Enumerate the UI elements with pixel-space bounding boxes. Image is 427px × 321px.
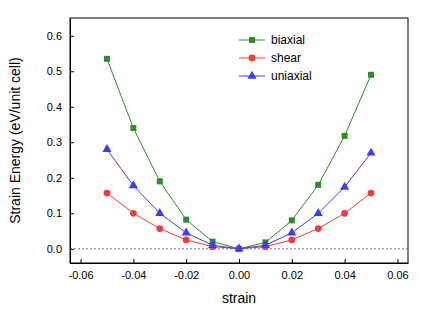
- legend-entry: uniaxial: [239, 69, 312, 83]
- y-tick-label: 0.5: [47, 65, 62, 77]
- y-tick-mark: [70, 71, 74, 72]
- legend-label: biaxial: [271, 33, 305, 47]
- series-line: [107, 149, 371, 248]
- legend-marker: [249, 37, 255, 43]
- series-line: [107, 59, 371, 249]
- data-point: [130, 125, 136, 131]
- x-tick-mark: [239, 259, 240, 263]
- data-point: [340, 182, 349, 190]
- x-tick-mark: [133, 259, 134, 263]
- data-point: [261, 240, 270, 248]
- plot-frame: [70, 18, 408, 263]
- legend-entry: shear: [239, 51, 301, 65]
- y-tick: 0.3: [47, 136, 74, 148]
- x-axis-title: strain: [222, 290, 256, 306]
- x-tick-label: 0.02: [282, 269, 303, 281]
- x-tick: 0.04: [334, 259, 355, 281]
- data-point: [129, 180, 138, 188]
- data-point: [315, 182, 321, 188]
- data-point: [130, 210, 137, 217]
- data-point: [183, 237, 190, 244]
- x-tick-label: 0.00: [229, 269, 250, 281]
- data-point: [287, 228, 296, 236]
- x-tick-mark: [81, 259, 82, 263]
- x-tick-label: -0.04: [121, 269, 146, 281]
- x-tick-label: 0.04: [334, 269, 355, 281]
- y-tick-label: 0.4: [47, 101, 62, 113]
- data-point: [315, 225, 322, 232]
- legend-label: shear: [271, 51, 301, 65]
- y-tick-label: 0.2: [47, 172, 62, 184]
- x-tick-label: -0.02: [174, 269, 199, 281]
- x-tick: -0.02: [174, 259, 199, 281]
- data-point: [104, 190, 111, 197]
- data-point: [183, 217, 189, 223]
- y-tick-label: 0.0: [47, 243, 62, 255]
- data-point: [102, 144, 111, 152]
- data-point: [157, 178, 163, 184]
- data-point: [368, 190, 375, 197]
- legend: biaxial shear uniaxial: [239, 33, 312, 83]
- data-point: [182, 228, 191, 236]
- data-point: [104, 56, 110, 62]
- y-tick: 0.5: [47, 65, 74, 77]
- data-point: [366, 148, 375, 156]
- data-point: [234, 244, 243, 252]
- y-axis-line: [70, 19, 71, 264]
- y-tick-mark: [70, 142, 74, 143]
- x-tick: -0.06: [69, 259, 94, 281]
- y-tick-mark: [70, 213, 74, 214]
- x-axis: -0.06 -0.04 -0.02 0.00 0.02 0.04 0.06: [69, 259, 409, 281]
- series-group: [102, 56, 375, 252]
- y-tick: 0.6: [47, 30, 74, 42]
- y-tick: 0.0: [47, 243, 74, 255]
- legend-label: uniaxial: [271, 69, 312, 83]
- x-tick-mark: [397, 259, 398, 263]
- data-point: [368, 72, 374, 78]
- x-tick-label: -0.06: [69, 269, 94, 281]
- plot: -0.06 -0.04 -0.02 0.00 0.02 0.04 0.06 0.0 0.1 0.2…: [47, 18, 409, 281]
- y-tick: 0.4: [47, 101, 74, 113]
- y-tick: 0.1: [47, 207, 74, 219]
- data-point: [156, 225, 163, 232]
- y-tick: 0.2: [47, 172, 74, 184]
- legend-marker: [249, 55, 256, 62]
- x-tick: 0.06: [387, 259, 408, 281]
- data-point: [342, 133, 348, 139]
- chart: -0.06 -0.04 -0.02 0.00 0.02 0.04 0.06 0.0 0.1 0.2…: [0, 0, 427, 321]
- data-point: [314, 208, 323, 216]
- x-tick: -0.04: [121, 259, 146, 281]
- series-line: [107, 193, 371, 249]
- y-tick-label: 0.6: [47, 30, 62, 42]
- x-tick: 0.00: [229, 259, 250, 281]
- data-point: [341, 210, 348, 217]
- legend-marker: [247, 71, 256, 79]
- data-point: [289, 217, 295, 223]
- y-tick-label: 0.3: [47, 136, 62, 148]
- legend-entry: biaxial: [239, 33, 305, 47]
- x-tick-mark: [345, 259, 346, 263]
- x-tick: 0.02: [282, 259, 303, 281]
- y-tick-mark: [70, 178, 74, 179]
- y-axis-title: Strain Energy (eV/unit cell): [7, 57, 23, 224]
- y-axis: 0.0 0.1 0.2 0.3 0.4 0.5 0.6: [47, 19, 74, 264]
- y-tick-label: 0.1: [47, 207, 62, 219]
- data-point: [155, 208, 164, 216]
- data-point: [288, 237, 295, 244]
- x-tick-label: 0.06: [387, 269, 408, 281]
- x-axis-line: [71, 263, 409, 264]
- data-point: [208, 240, 217, 248]
- y-tick-mark: [70, 249, 74, 250]
- x-tick-mark: [292, 259, 293, 263]
- x-tick-mark: [186, 259, 187, 263]
- y-tick-mark: [70, 36, 74, 37]
- y-tick-mark: [70, 107, 74, 108]
